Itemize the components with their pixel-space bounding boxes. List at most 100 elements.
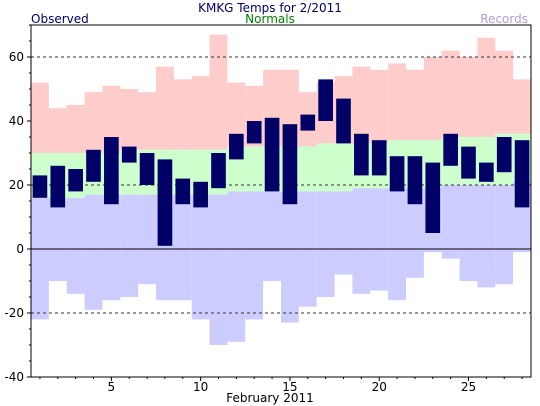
observed-bar-day-14 (264, 117, 280, 192)
record-high-band-day-8 (156, 66, 174, 150)
record-low-band-day-4 (84, 194, 103, 310)
record-range-bands (31, 34, 531, 345)
record-low-band-day-18 (334, 191, 353, 275)
record-high-band-day-24 (441, 50, 460, 137)
record-low-band-day-15 (281, 191, 299, 323)
record-low-band-day-2 (48, 197, 67, 281)
observed-bars (32, 79, 530, 246)
observed-bar-day-23 (425, 162, 441, 233)
chart-title: KMKG Temps for 2/2011 (198, 1, 342, 15)
record-low-band-day-5 (102, 194, 121, 301)
record-low-band-day-11 (209, 194, 228, 345)
record-high-band-day-6 (120, 89, 139, 150)
record-high-band-day-11 (209, 34, 228, 150)
record-high-band-day-10 (191, 76, 210, 150)
observed-bar-day-22 (407, 156, 423, 205)
record-high-band-day-4 (84, 92, 103, 153)
y-tick-label--40: -40 (4, 370, 24, 384)
observed-bar-day-24 (443, 133, 458, 166)
observed-bar-day-10 (193, 181, 208, 208)
observed-bar-day-27 (496, 137, 512, 173)
record-high-band-day-19 (352, 66, 371, 144)
observed-bar-day-20 (371, 140, 387, 176)
record-low-band-day-19 (352, 188, 371, 294)
record-high-band-day-27 (495, 50, 514, 134)
x-tick-label-20: 20 (372, 380, 387, 394)
record-low-band-day-14 (263, 191, 281, 281)
record-low-band-day-21 (388, 188, 406, 301)
observed-bar-day-1 (32, 175, 48, 198)
observed-bar-day-12 (229, 133, 244, 160)
observed-bar-day-6 (121, 146, 137, 163)
record-low-band-day-13 (245, 191, 264, 320)
y-axis: -40 -20 0 20 40 60 (4, 24, 31, 384)
record-high-band-day-9 (173, 79, 192, 150)
observed-bar-day-5 (104, 137, 119, 205)
normal-band-day-13 (245, 146, 264, 192)
observed-bar-day-28 (514, 140, 530, 208)
observed-bar-day-8 (157, 159, 173, 246)
record-low-band-day-24 (441, 185, 460, 259)
normal-band-day-16 (298, 146, 317, 192)
record-high-band-day-23 (423, 57, 442, 141)
record-high-band-day-2 (48, 108, 67, 153)
observed-bar-day-15 (282, 124, 298, 205)
observed-bar-day-9 (175, 178, 191, 205)
record-low-band-day-9 (173, 194, 192, 301)
observed-bar-day-19 (354, 133, 369, 176)
normal-band-day-18 (334, 143, 353, 192)
y-tick-label-40: 40 (9, 114, 24, 128)
observed-bar-day-26 (479, 162, 494, 182)
observed-bar-day-2 (50, 165, 66, 208)
observed-bar-day-18 (336, 98, 351, 144)
observed-bar-day-25 (461, 146, 476, 179)
observed-bar-day-4 (86, 149, 101, 182)
record-low-band-day-26 (477, 185, 496, 288)
x-axis-label: February 2011 (226, 391, 314, 405)
y-tick-label--20: -20 (4, 306, 24, 320)
observed-bar-day-21 (389, 156, 405, 192)
legend-normals: Normals (245, 12, 295, 26)
gridlines (31, 56, 531, 314)
x-tick-label-25: 25 (461, 380, 476, 394)
record-low-band-day-10 (191, 194, 210, 320)
record-low-band-day-12 (227, 191, 246, 342)
observed-bar-day-3 (68, 169, 83, 192)
record-high-band-day-5 (102, 85, 121, 153)
record-low-band-day-1 (31, 197, 49, 320)
x-tick-label-10: 10 (193, 380, 208, 394)
record-high-band-day-7 (138, 92, 156, 150)
x-tick-label-5: 5 (108, 380, 116, 394)
record-high-band-day-12 (227, 82, 246, 147)
record-high-band-day-3 (66, 105, 85, 153)
observed-bar-day-7 (139, 153, 155, 185)
record-high-band-day-1 (31, 82, 49, 153)
record-low-band-day-6 (120, 194, 139, 297)
x-axis: 5 10 15 20 25 (39, 377, 523, 394)
observed-bar-day-16 (300, 114, 316, 131)
record-low-band-day-7 (138, 194, 156, 285)
legend-observed: Observed (31, 12, 89, 26)
y-tick-label-0: 0 (16, 242, 24, 256)
record-low-band-day-27 (495, 185, 514, 285)
observed-bar-day-13 (246, 121, 262, 144)
x-tick-label-15: 15 (282, 380, 297, 394)
legend-records: Records (480, 12, 528, 26)
record-high-band-day-21 (388, 63, 406, 141)
record-high-band-day-20 (370, 69, 389, 144)
record-high-band-day-22 (406, 69, 424, 141)
y-tick-label-60: 60 (9, 50, 24, 64)
record-high-band-day-25 (459, 57, 478, 137)
observed-bar-day-11 (211, 153, 226, 189)
normal-band-day-17 (316, 143, 335, 192)
observed-bar-day-17 (318, 79, 333, 121)
record-low-band-day-20 (370, 188, 389, 291)
record-low-band-day-25 (459, 185, 478, 281)
record-low-band-day-17 (316, 191, 335, 297)
record-low-band-day-3 (66, 197, 85, 294)
y-tick-label-20: 20 (9, 178, 24, 192)
record-low-band-day-22 (406, 188, 424, 278)
record-high-band-day-26 (477, 37, 496, 137)
record-high-band-day-28 (513, 79, 531, 134)
